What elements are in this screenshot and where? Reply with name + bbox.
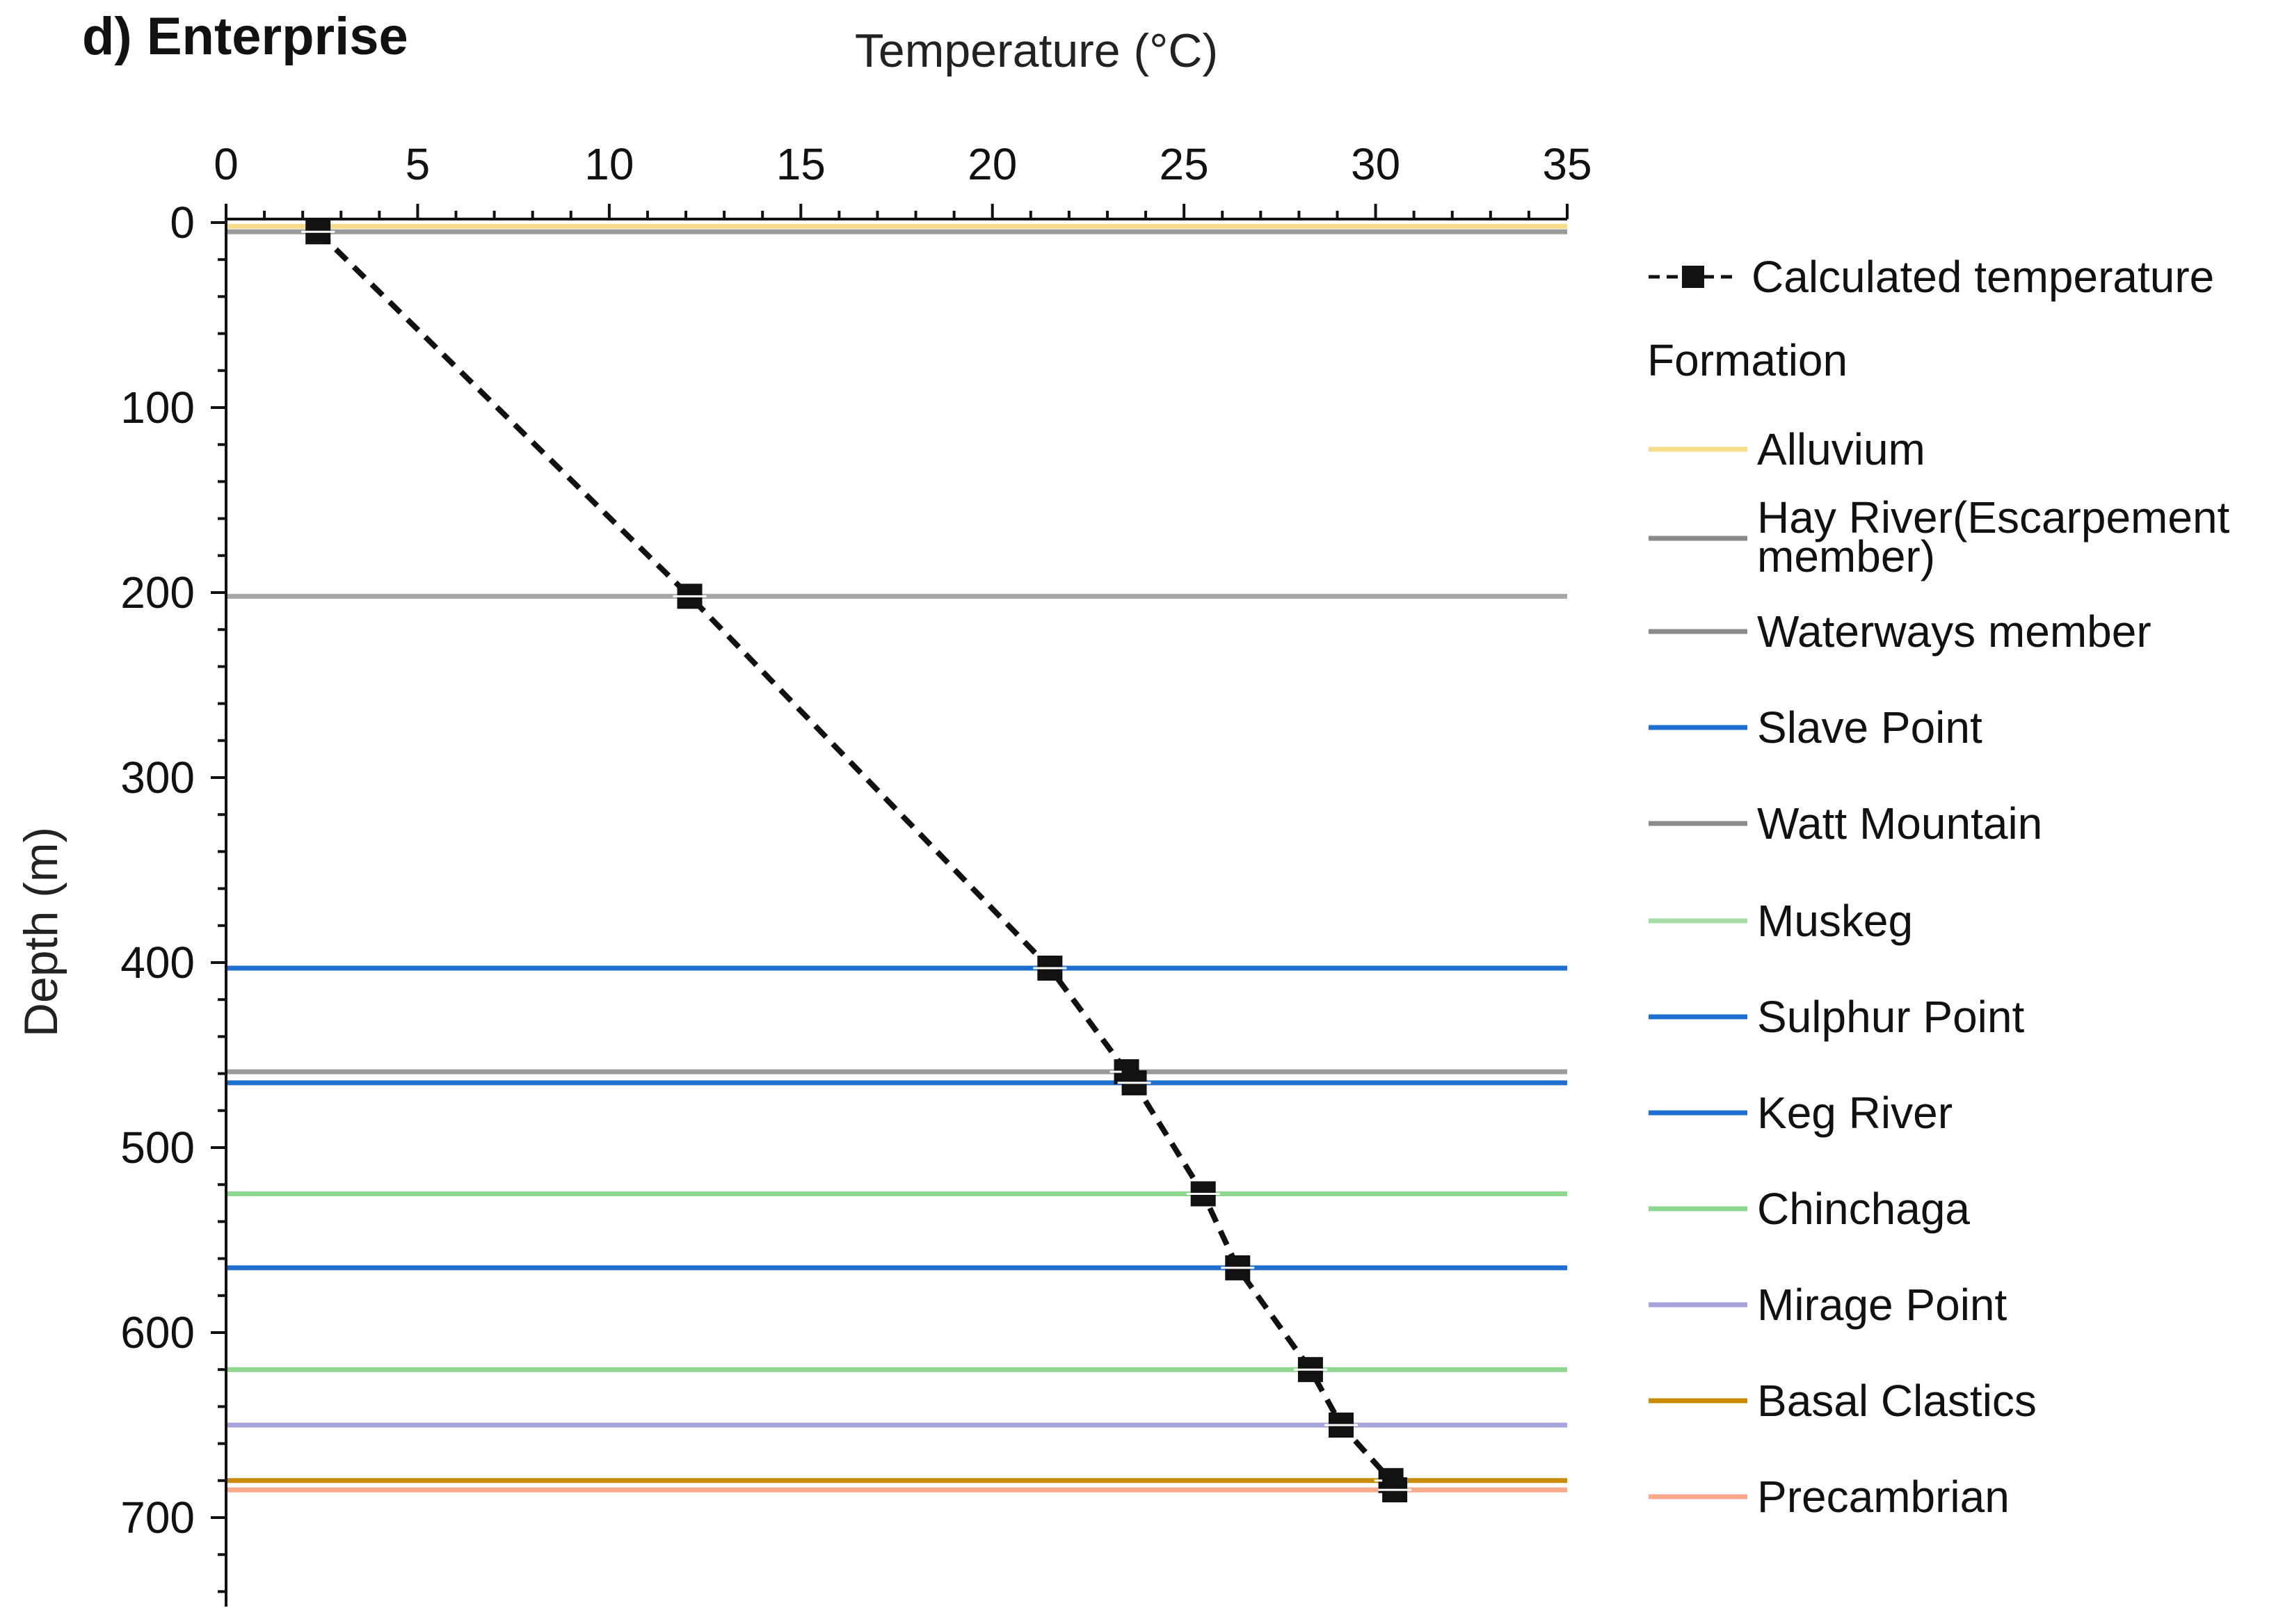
legend-heading: Formation [1647, 335, 1848, 385]
y-tick-label: 400 [120, 938, 195, 988]
y-tick-label: 600 [120, 1308, 195, 1358]
x-tick-label: 30 [1351, 139, 1400, 189]
x-tick-label: 35 [1542, 139, 1592, 189]
legend-label: Watt Mountain [1757, 798, 2042, 849]
x-tick-label: 25 [1160, 139, 1209, 189]
x-tick-label: 10 [584, 139, 634, 189]
panel-title: d) Enterprise [82, 7, 408, 66]
calculated-temperature-series [301, 219, 1412, 1503]
y-tick-label: 200 [120, 568, 195, 618]
legend-label: Muskeg [1757, 896, 1913, 946]
legend-label: Sulphur Point [1757, 992, 2024, 1042]
legend-label: Hay River(Escarpement [1757, 492, 2230, 542]
y-tick-label: 0 [170, 198, 195, 248]
y-tick-label: 700 [120, 1493, 195, 1543]
legend: Calculated temperature Formation Alluvium H… [1647, 252, 2230, 1522]
legend-series-marker [1682, 266, 1704, 288]
x-tick-label: 15 [776, 139, 826, 189]
legend-label: Alluvium [1757, 424, 1925, 474]
legend-label: Precambrian [1757, 1472, 2010, 1522]
legend-label: Mirage Point [1757, 1280, 2007, 1330]
legend-label: Waterways member [1757, 606, 2151, 657]
y-tick-label: 500 [120, 1123, 195, 1173]
legend-label: Basal Clastics [1757, 1376, 2037, 1426]
formation-lines [226, 223, 1567, 1493]
x-tick-label: 0 [214, 139, 239, 189]
axes: 0 5 10 15 20 25 30 35 0 100 200 300 400 500 600 700 [120, 139, 1592, 1607]
legend-label: Slave Point [1757, 702, 1982, 753]
y-tick-label: 100 [120, 383, 195, 433]
legend-label: Chinchaga [1757, 1184, 1970, 1234]
x-axis-title: Temperature (°C) [855, 24, 1218, 77]
x-tick-label: 5 [406, 139, 431, 189]
y-tick-label: 300 [120, 753, 195, 803]
series-line [316, 230, 1397, 1491]
legend-series-label: Calculated temperature [1752, 252, 2214, 302]
y-axis-title: Depth (m) [15, 827, 67, 1037]
legend-label: member) [1757, 531, 1935, 581]
legend-label: Keg River [1757, 1088, 1953, 1138]
x-tick-label: 20 [968, 139, 1017, 189]
